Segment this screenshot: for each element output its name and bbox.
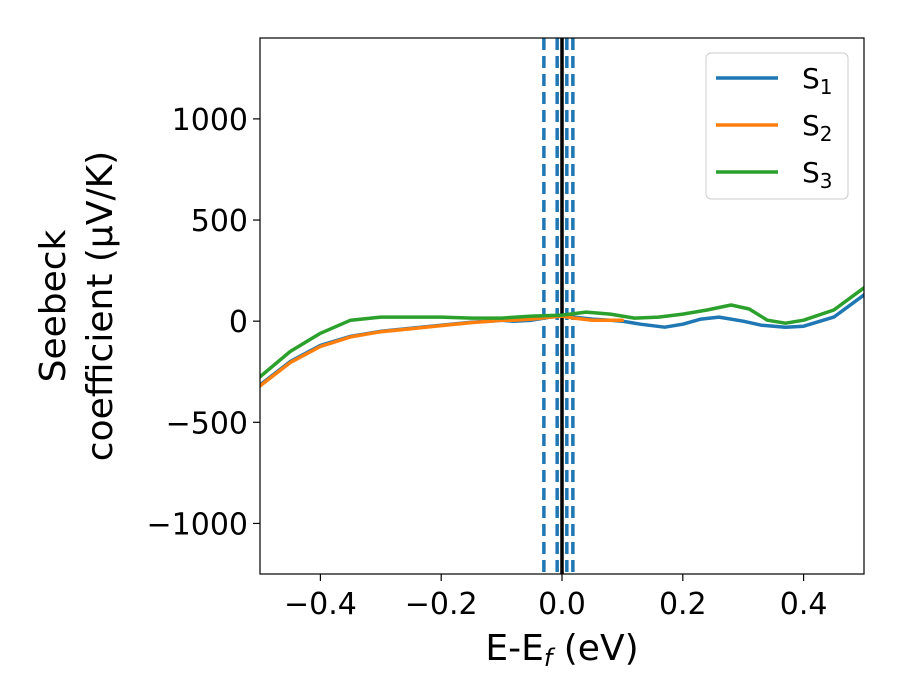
x-tick-label: −0.2 xyxy=(405,587,478,622)
legend-label-s1: S1 xyxy=(802,62,833,99)
x-tick-label: −0.4 xyxy=(284,587,357,622)
y-axis-title-line1: Seebeck xyxy=(33,229,74,382)
y-axis-title-line2: coefficient (μV/K) xyxy=(80,151,121,461)
series-line-s3 xyxy=(260,286,864,379)
reference-lines xyxy=(542,38,575,574)
legend-label-s3: S3 xyxy=(802,156,833,193)
y-tick-label: −500 xyxy=(166,406,248,441)
series-lines xyxy=(260,286,864,388)
y-tick-label: 500 xyxy=(191,204,248,239)
x-axis-ticks: −0.4 −0.2 0.0 0.2 0.4 xyxy=(284,574,827,622)
x-tick-label: 0.4 xyxy=(780,587,828,622)
x-tick-label: 0.2 xyxy=(659,587,707,622)
y-axis-ticks: −1000 −500 0 500 1000 xyxy=(147,103,260,542)
y-tick-label: 0 xyxy=(229,305,248,340)
y-tick-label: 1000 xyxy=(172,103,248,138)
x-axis-title: E-Ef (eV) xyxy=(485,628,638,672)
x-axis-title-unit: (eV) xyxy=(552,628,638,669)
legend: S1 S2 S3 xyxy=(705,52,849,200)
y-tick-label: −1000 xyxy=(147,507,248,542)
x-axis-title-main: E-E xyxy=(485,628,543,669)
series-line-s2 xyxy=(260,314,625,388)
legend-label-s2: S2 xyxy=(802,109,833,146)
x-tick-label: 0.0 xyxy=(538,587,586,622)
